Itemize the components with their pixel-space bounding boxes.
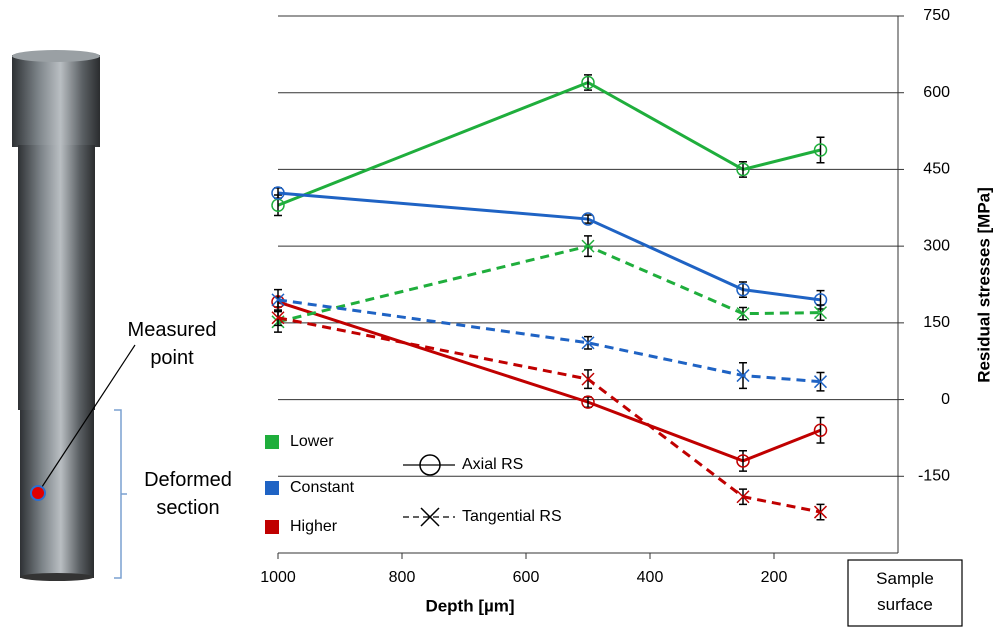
legend-label: Higher	[290, 518, 338, 535]
x-axis-title: Depth [µm]	[425, 596, 514, 615]
chart: Depth [µm] Residual stresses [MPa] 750 60…	[0, 0, 1003, 630]
annotation: Deformed section	[128, 466, 248, 522]
annotation: Measured point	[112, 316, 232, 372]
x-tick-label: 800	[389, 569, 416, 586]
page: Depth [µm] Residual stresses [MPa] 750 60…	[0, 0, 1003, 630]
legend-swatch	[265, 481, 279, 495]
y-tick-label: 150	[923, 314, 950, 331]
y-tick-label: 450	[923, 161, 950, 178]
y-tick-label: 0	[941, 391, 950, 408]
x-tick-label: 400	[637, 569, 664, 586]
series-line	[278, 82, 821, 205]
y-tick-label: 600	[923, 84, 950, 101]
legend-swatch	[265, 435, 279, 449]
x-tick-label: 1000	[260, 569, 296, 586]
x-tick-label: 600	[513, 569, 540, 586]
annotation: Sample surface	[850, 566, 960, 618]
y-tick-label: -150	[918, 468, 950, 485]
legend-label: Constant	[290, 479, 355, 496]
series-line	[278, 318, 821, 512]
legend-label: Lower	[290, 433, 334, 450]
y-tick-label: 750	[923, 7, 950, 24]
legend-label: Tangential RS	[462, 508, 562, 525]
legend-label: Axial RS	[462, 456, 523, 473]
x-tick-label: 200	[761, 569, 788, 586]
legend-swatch	[265, 520, 279, 534]
y-axis-title: Residual stresses [MPa]	[974, 187, 993, 383]
series-line	[278, 302, 821, 461]
y-tick-label: 300	[923, 237, 950, 254]
